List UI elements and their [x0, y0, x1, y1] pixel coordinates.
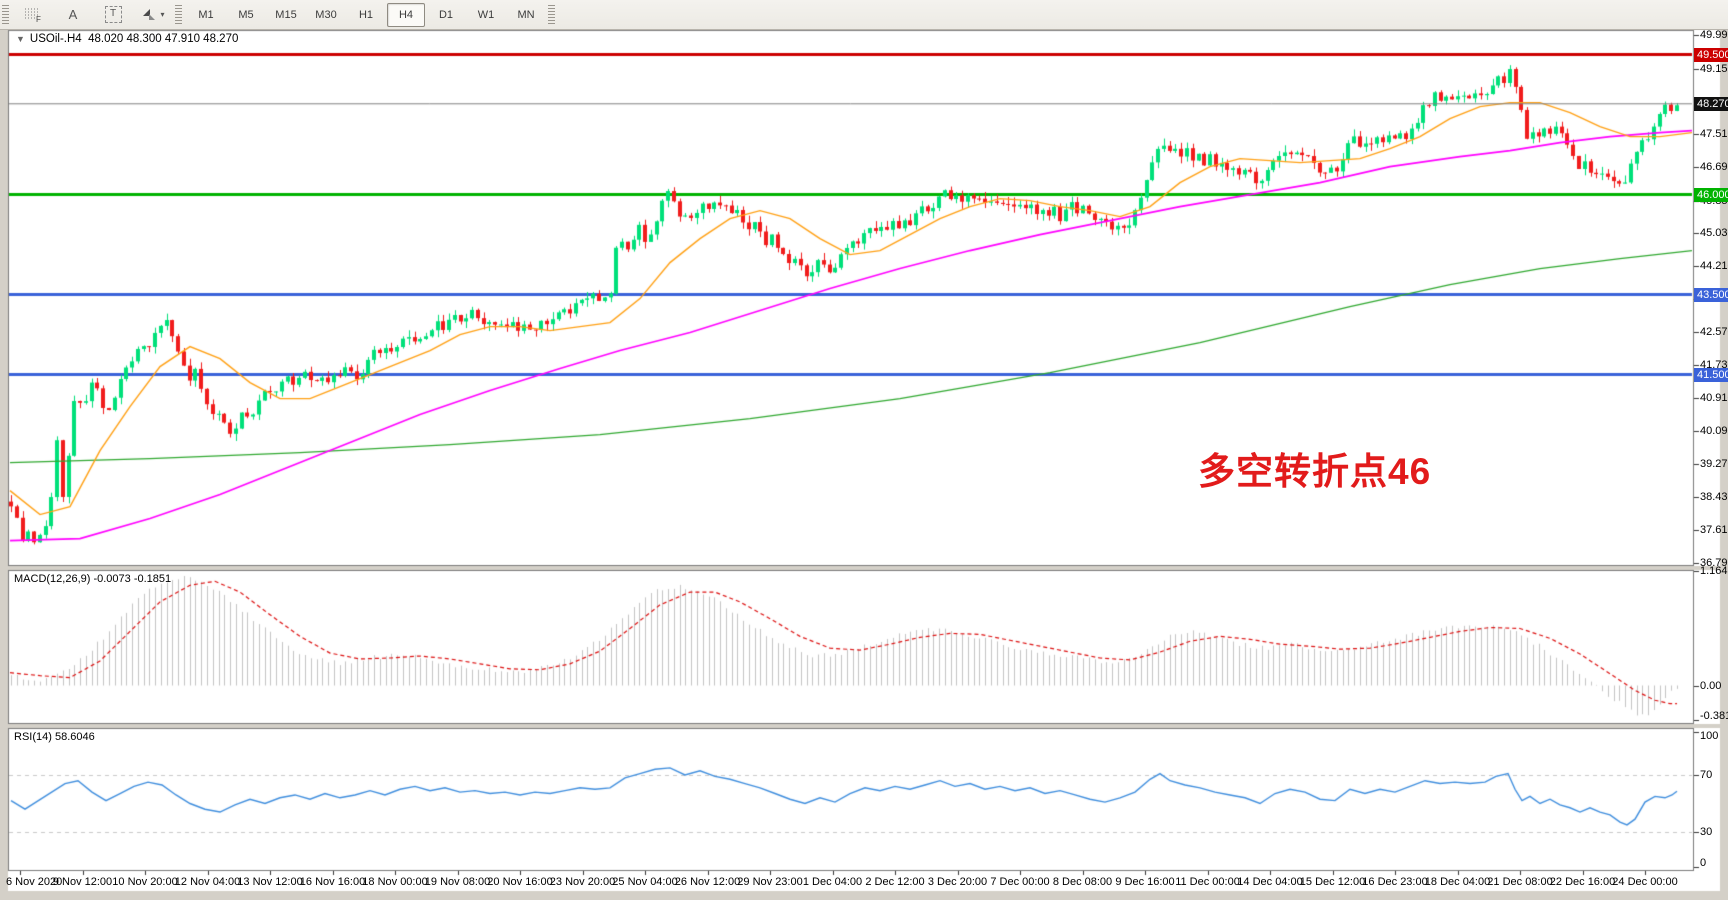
chart-annotation-text: 多空转折点46 [1198, 451, 1432, 492]
svg-text:F: F [36, 15, 41, 22]
text-tool-button[interactable]: A [54, 3, 92, 27]
timeframe-button-m15[interactable]: M15 [275, 8, 297, 21]
toolbar-grip[interactable] [175, 4, 182, 25]
rsi-indicator-label: RSI(14) 58.6046 [14, 731, 95, 743]
macd-indicator-label: MACD(12,26,9) -0.0073 -0.1851 [14, 573, 172, 585]
symbol-name: USOil-.H4 [29, 33, 82, 45]
toolbar-grip[interactable] [2, 4, 9, 25]
text-icon: A [68, 7, 78, 22]
arrows-icon [143, 8, 156, 20]
text-label-tool-button[interactable]: T [94, 3, 132, 27]
timeframe-button-m5[interactable]: M5 [238, 8, 254, 21]
timeframe-button-m1[interactable]: M1 [198, 8, 214, 21]
timeframe-group: M1 M5 M15 M30 H1 H4 D1 W1 MN [186, 2, 546, 27]
fibonacci-tool-button[interactable]: F [14, 3, 52, 27]
chart-title: ▼ USOil-.H4 48.020 48.300 47.910 48.270 [16, 33, 238, 45]
timeframe-button-w1[interactable]: W1 [477, 8, 495, 21]
symbol-ohlc: 48.020 48.300 47.910 48.270 [88, 33, 239, 45]
fibonacci-icon: F [25, 8, 41, 22]
timeframe-button-d1[interactable]: D1 [438, 8, 454, 21]
timeframe-button-m30[interactable]: M30 [315, 8, 337, 21]
timeframe-button-h4[interactable]: H4 [387, 2, 425, 27]
text-label-icon: T [104, 6, 122, 23]
timeframe-button-h1[interactable]: H1 [358, 8, 374, 21]
timeframe-button-mn[interactable]: MN [517, 8, 535, 21]
symbol-dropdown-icon[interactable]: ▼ [16, 34, 25, 44]
toolbar-grip[interactable] [548, 4, 555, 25]
arrows-dropdown-caret[interactable]: ▾ [160, 10, 165, 19]
arrows-tool-button[interactable]: ▾ [134, 3, 172, 27]
toolbar: F A T ▾ M1 M5 M15 M30 H1 H4 D1 W1 MN [0, 0, 1728, 30]
